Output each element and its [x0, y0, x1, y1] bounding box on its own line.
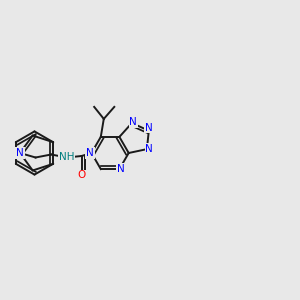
Text: N: N [16, 148, 24, 158]
Text: O: O [77, 170, 86, 181]
Text: NH: NH [59, 152, 74, 163]
Text: N: N [117, 164, 125, 174]
Text: N: N [130, 118, 137, 128]
Text: N: N [145, 123, 153, 133]
Text: N: N [146, 144, 153, 154]
Text: N: N [86, 148, 94, 158]
